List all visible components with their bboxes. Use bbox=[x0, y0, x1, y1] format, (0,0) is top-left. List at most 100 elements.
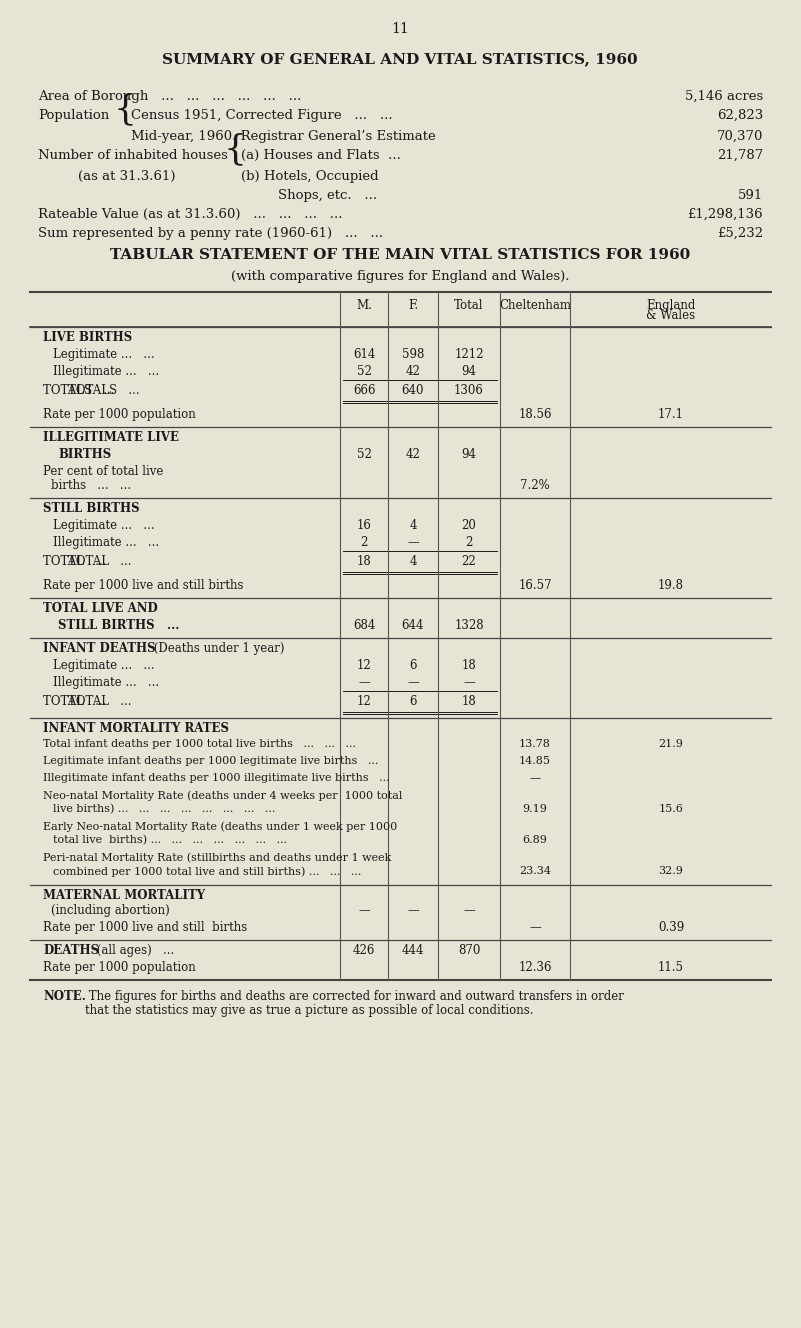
Text: TOTALS   ...: TOTALS ... bbox=[68, 384, 139, 397]
Text: Illegitimate ...   ...: Illegitimate ... ... bbox=[53, 365, 159, 378]
Text: 18: 18 bbox=[461, 695, 477, 708]
Text: TOTAL   ...: TOTAL ... bbox=[43, 695, 107, 708]
Text: Legitimate infant deaths per 1000 legitimate live births   ...: Legitimate infant deaths per 1000 legiti… bbox=[43, 756, 378, 766]
Text: 12: 12 bbox=[356, 659, 372, 672]
Text: 22: 22 bbox=[461, 555, 477, 568]
Text: 7.2%: 7.2% bbox=[520, 479, 549, 491]
Text: STILL BIRTHS: STILL BIRTHS bbox=[43, 502, 139, 515]
Text: combined per 1000 total live and still births) ...   ...   ...: combined per 1000 total live and still b… bbox=[53, 866, 361, 876]
Text: 614: 614 bbox=[352, 348, 375, 361]
Text: Peri-natal Mortality Rate (stillbirths and deaths under 1 week: Peri-natal Mortality Rate (stillbirths a… bbox=[43, 853, 392, 863]
Text: —: — bbox=[358, 904, 370, 918]
Text: Early Neo-natal Mortality Rate (deaths under 1 week per 1000: Early Neo-natal Mortality Rate (deaths u… bbox=[43, 821, 397, 831]
Text: 6: 6 bbox=[409, 695, 417, 708]
Text: Rate per 1000 live and still  births: Rate per 1000 live and still births bbox=[43, 922, 248, 934]
Text: Illegitimate ...   ...: Illegitimate ... ... bbox=[53, 537, 159, 548]
Text: Legitimate ...   ...: Legitimate ... ... bbox=[53, 348, 155, 361]
Text: Legitimate ...   ...: Legitimate ... ... bbox=[53, 659, 155, 672]
Text: 6.89: 6.89 bbox=[522, 835, 547, 845]
Text: 21.9: 21.9 bbox=[658, 738, 683, 749]
Text: 640: 640 bbox=[402, 384, 425, 397]
Text: that the statistics may give as true a picture as possible of local conditions.: that the statistics may give as true a p… bbox=[85, 1004, 533, 1017]
Text: 11: 11 bbox=[391, 23, 409, 36]
Text: SUMMARY OF GENERAL AND VITAL STATISTICS, 1960: SUMMARY OF GENERAL AND VITAL STATISTICS,… bbox=[162, 52, 638, 66]
Text: (a) Houses and Flats  ...: (a) Houses and Flats ... bbox=[241, 149, 400, 162]
Text: NOTE.: NOTE. bbox=[43, 989, 86, 1003]
Text: TABULAR STATEMENT OF THE MAIN VITAL STATISTICS FOR 1960: TABULAR STATEMENT OF THE MAIN VITAL STAT… bbox=[110, 248, 690, 262]
Text: INFANT DEATHS: INFANT DEATHS bbox=[43, 641, 155, 655]
Text: 12.36: 12.36 bbox=[518, 961, 552, 973]
Text: 23.34: 23.34 bbox=[519, 866, 551, 876]
Text: —: — bbox=[407, 904, 419, 918]
Text: The figures for births and deaths are corrected for inward and outward transfers: The figures for births and deaths are co… bbox=[85, 989, 624, 1003]
Text: 12: 12 bbox=[356, 695, 372, 708]
Text: Neo-natal Mortality Rate (deaths under 4 weeks per  1000 total: Neo-natal Mortality Rate (deaths under 4… bbox=[43, 790, 402, 801]
Text: Sum represented by a penny rate (1960-61)   ...   ...: Sum represented by a penny rate (1960-61… bbox=[38, 227, 383, 240]
Text: 591: 591 bbox=[738, 189, 763, 202]
Text: 20: 20 bbox=[461, 519, 477, 533]
Text: 426: 426 bbox=[352, 944, 375, 957]
Text: Total infant deaths per 1000 total live births   ...   ...   ...: Total infant deaths per 1000 total live … bbox=[43, 738, 356, 749]
Text: (as at 31.3.61): (as at 31.3.61) bbox=[78, 170, 175, 183]
Text: 1306: 1306 bbox=[454, 384, 484, 397]
Text: Population: Population bbox=[38, 109, 109, 122]
Text: 444: 444 bbox=[402, 944, 425, 957]
Text: Illegitimate ...   ...: Illegitimate ... ... bbox=[53, 676, 159, 689]
Text: Rateable Value (as at 31.3.60)   ...   ...   ...   ...: Rateable Value (as at 31.3.60) ... ... .… bbox=[38, 208, 343, 220]
Text: Area of Borough   ...   ...   ...   ...   ...   ...: Area of Borough ... ... ... ... ... ... bbox=[38, 90, 301, 104]
Text: —: — bbox=[529, 922, 541, 934]
Text: 16.57: 16.57 bbox=[518, 579, 552, 592]
Text: 4: 4 bbox=[409, 519, 417, 533]
Text: 16: 16 bbox=[356, 519, 372, 533]
Text: —: — bbox=[407, 676, 419, 689]
Text: LIVE BIRTHS: LIVE BIRTHS bbox=[43, 331, 132, 344]
Text: total live  births) ...   ...   ...   ...   ...   ...   ...: total live births) ... ... ... ... ... .… bbox=[53, 835, 287, 846]
Text: 52: 52 bbox=[356, 448, 372, 461]
Text: 42: 42 bbox=[405, 448, 421, 461]
Text: 598: 598 bbox=[402, 348, 425, 361]
Text: STILL BIRTHS   ...: STILL BIRTHS ... bbox=[58, 619, 179, 632]
Text: 9.19: 9.19 bbox=[522, 803, 547, 814]
Text: 18.56: 18.56 bbox=[518, 408, 552, 421]
Text: £1,298,136: £1,298,136 bbox=[687, 208, 763, 220]
Text: births   ...   ...: births ... ... bbox=[51, 479, 131, 491]
Text: 5,146 acres: 5,146 acres bbox=[685, 90, 763, 104]
Text: 94: 94 bbox=[461, 448, 477, 461]
Text: TOTAL   ...: TOTAL ... bbox=[43, 555, 107, 568]
Text: Legitimate ...   ...: Legitimate ... ... bbox=[53, 519, 155, 533]
Text: 15.6: 15.6 bbox=[658, 803, 683, 814]
Text: —: — bbox=[463, 676, 475, 689]
Text: Rate per 1000 live and still births: Rate per 1000 live and still births bbox=[43, 579, 244, 592]
Text: BIRTHS: BIRTHS bbox=[58, 448, 111, 461]
Text: 17.1: 17.1 bbox=[658, 408, 684, 421]
Text: Total: Total bbox=[454, 299, 484, 312]
Text: 18: 18 bbox=[356, 555, 372, 568]
Text: (including abortion): (including abortion) bbox=[51, 904, 170, 918]
Text: DEATHS: DEATHS bbox=[43, 944, 99, 957]
Text: live births) ...   ...   ...   ...   ...   ...   ...   ...: live births) ... ... ... ... ... ... ...… bbox=[53, 803, 276, 814]
Text: 0.39: 0.39 bbox=[658, 922, 684, 934]
Text: England: England bbox=[646, 299, 696, 312]
Text: TOTAL   ...: TOTAL ... bbox=[68, 555, 131, 568]
Text: 2: 2 bbox=[360, 537, 368, 548]
Text: 644: 644 bbox=[402, 619, 425, 632]
Text: 2: 2 bbox=[465, 537, 473, 548]
Text: Shops, etc.   ...: Shops, etc. ... bbox=[278, 189, 377, 202]
Text: Number of inhabited houses: Number of inhabited houses bbox=[38, 149, 227, 162]
Text: —: — bbox=[358, 676, 370, 689]
Text: TOTALS   ...: TOTALS ... bbox=[43, 384, 115, 397]
Text: 4: 4 bbox=[409, 555, 417, 568]
Text: ILLEGITIMATE LIVE: ILLEGITIMATE LIVE bbox=[43, 432, 179, 444]
Text: —: — bbox=[529, 773, 541, 784]
Text: 21,787: 21,787 bbox=[717, 149, 763, 162]
Text: & Wales: & Wales bbox=[646, 309, 695, 321]
Text: 52: 52 bbox=[356, 365, 372, 378]
Text: 11.5: 11.5 bbox=[658, 961, 684, 973]
Text: 1328: 1328 bbox=[454, 619, 484, 632]
Text: Mid-year, 1960. Registrar General’s Estimate: Mid-year, 1960. Registrar General’s Esti… bbox=[131, 130, 436, 143]
Text: 19.8: 19.8 bbox=[658, 579, 684, 592]
Text: M.: M. bbox=[356, 299, 372, 312]
Text: 14.85: 14.85 bbox=[519, 756, 551, 766]
Text: 6: 6 bbox=[409, 659, 417, 672]
Text: 70,370: 70,370 bbox=[717, 130, 763, 143]
